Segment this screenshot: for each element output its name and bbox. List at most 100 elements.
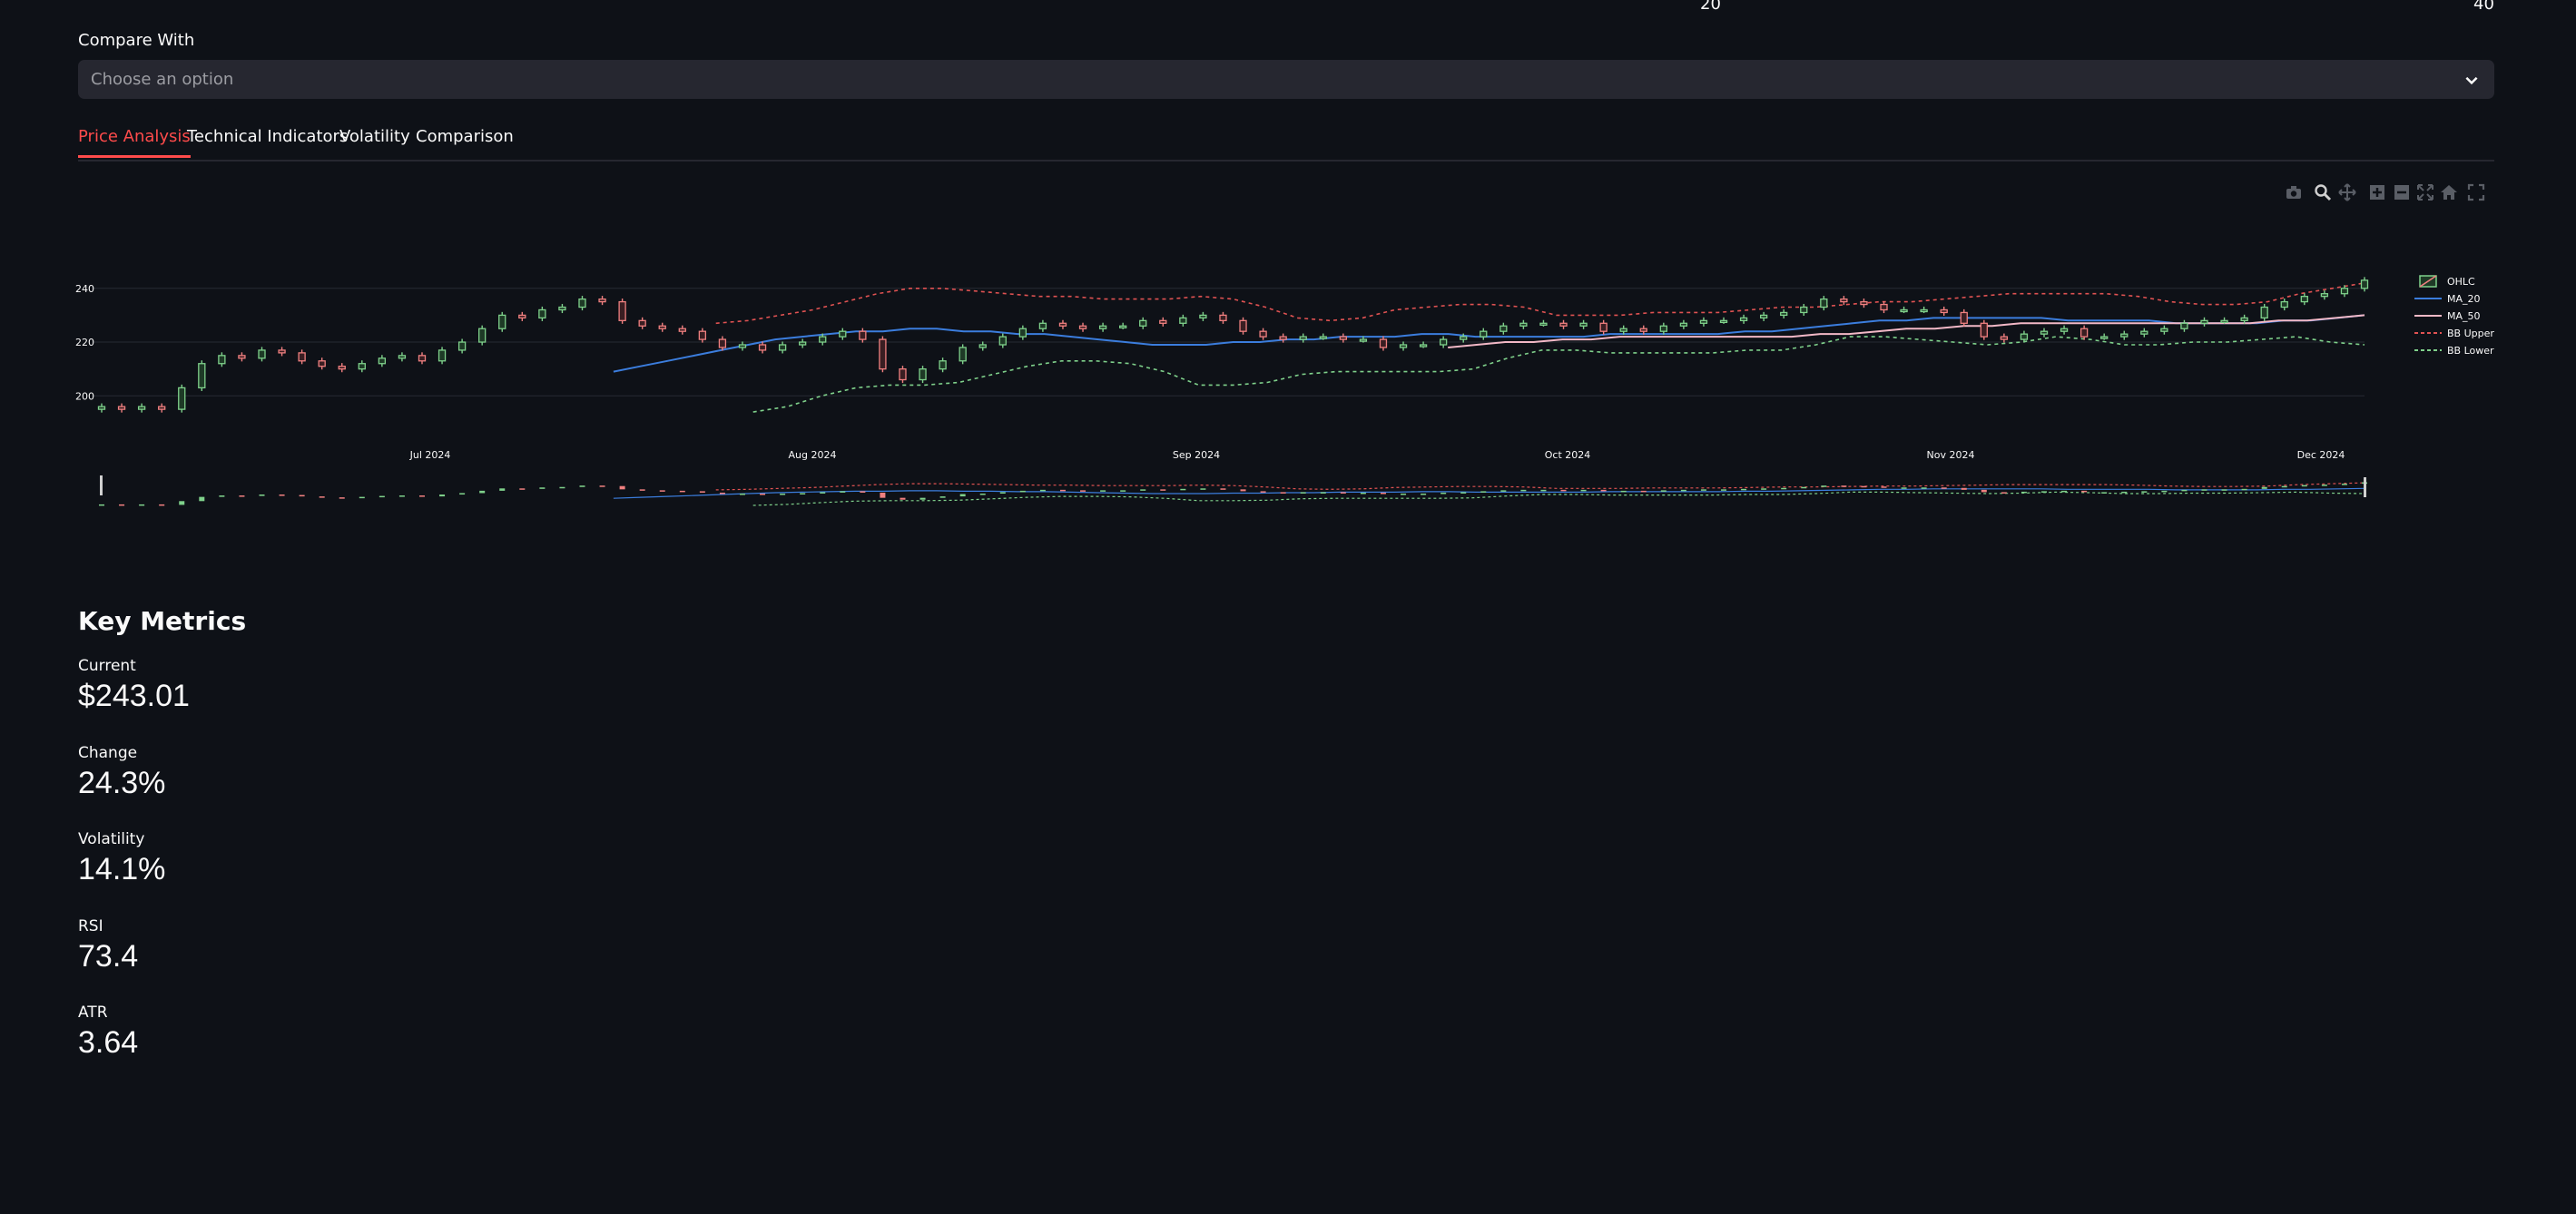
tab-technical-indicators[interactable]: Technical Indicators: [187, 127, 349, 146]
candle-body: [1980, 322, 1988, 338]
candle-body: [2280, 300, 2288, 308]
price-chart[interactable]: 200 220 240 Jul 2024 Aug 2024 Sep 2024 Oct 202…: [0, 218, 2576, 526]
candle-body: [218, 355, 226, 365]
candle-body: [1259, 330, 1267, 338]
zoom-in-icon[interactable]: [2368, 183, 2386, 201]
slider-candle: [2321, 485, 2327, 486]
candle-body: [1379, 338, 1388, 348]
candle-body: [298, 352, 306, 362]
slider-candle: [2301, 485, 2307, 487]
tab-comparison[interactable]: Comparison: [416, 127, 514, 146]
slider-candle: [1019, 490, 1026, 493]
slider-candle: [1240, 489, 1246, 492]
slider-candle: [1660, 490, 1667, 492]
pan-icon[interactable]: [2338, 183, 2356, 201]
candle-body: [678, 328, 686, 332]
legend-swatch-ohlc-diagonal: [2419, 275, 2437, 288]
candle-body: [1719, 319, 1728, 323]
slider-candle: [359, 496, 365, 499]
candle-body: [2300, 296, 2308, 303]
slider-candle: [1961, 487, 1967, 490]
candle-body: [1419, 344, 1428, 348]
candle-body: [238, 355, 246, 359]
candle-body: [418, 355, 427, 362]
candle-body: [1038, 322, 1047, 329]
slider-candle: [1881, 486, 1887, 488]
legend-label: BB Lower: [2447, 345, 2494, 357]
candle-body: [1239, 319, 1247, 332]
slider-candle: [1841, 485, 1847, 487]
slider-candle: [1180, 488, 1186, 491]
range-slider[interactable]: [99, 475, 2367, 506]
candle-body: [538, 308, 546, 319]
candle-body: [578, 298, 586, 308]
tab-bar: Price Analysis Technical Indicators Vola…: [78, 127, 2494, 162]
camera-icon[interactable]: [2285, 183, 2303, 201]
candle-body: [1920, 308, 1928, 313]
candle-body: [2040, 330, 2049, 335]
candle-body: [1800, 306, 1808, 314]
compare-select-placeholder: Choose an option: [91, 70, 234, 89]
slider-candle: [199, 496, 205, 502]
slider-candle: [339, 497, 345, 499]
zoom-out-icon[interactable]: [2393, 183, 2411, 201]
slider-candle: [619, 485, 625, 490]
slider-candle: [559, 486, 565, 489]
candle-body: [2060, 328, 2069, 332]
bollinger-bands: [715, 282, 2365, 413]
fullscreen-icon[interactable]: [2467, 183, 2485, 201]
candle-body: [698, 330, 707, 340]
tab-price-analysis[interactable]: Price Analysis: [78, 127, 191, 158]
chart-modebar: [0, 183, 2576, 203]
slider-candle: [579, 485, 585, 487]
slider-candle: [1140, 489, 1146, 491]
slider-candle: [1640, 490, 1647, 493]
slider-candle: [1620, 490, 1627, 493]
metric-current: Current $243.01: [78, 657, 190, 714]
slider-candle: [639, 489, 645, 491]
slider-bb-lower: [752, 491, 2365, 506]
candle-body: [457, 341, 467, 351]
slider-candle: [319, 496, 325, 498]
candle-body: [978, 344, 987, 348]
candle-body: [2320, 293, 2329, 298]
legend-label: BB Upper: [2447, 328, 2494, 339]
slider-candle: [418, 495, 425, 497]
slider-candle: [800, 493, 806, 494]
legend-label: OHLC: [2447, 276, 2475, 288]
compare-with-label: Compare With: [78, 31, 195, 50]
slider-candle: [659, 490, 665, 492]
candle-body: [1139, 319, 1147, 327]
candle-body: [618, 300, 626, 321]
slider-candle: [1100, 490, 1106, 492]
candle-body: [558, 306, 566, 311]
slider-candle: [1600, 489, 1607, 492]
autoscale-icon[interactable]: [2416, 183, 2434, 201]
chevron-down-icon: [2465, 76, 2478, 85]
slider-candle: [939, 496, 946, 498]
slider-candle: [1540, 489, 1547, 492]
y-tick-label: 240: [75, 283, 94, 295]
slider-candle: [1821, 485, 1827, 487]
slider-ma20: [613, 487, 2365, 499]
slider-candle: [398, 495, 405, 497]
candle-body: [1579, 322, 1588, 327]
candle-body: [718, 338, 727, 348]
slider-candle: [2141, 491, 2148, 493]
slider-candle: [2001, 492, 2007, 494]
reset-axes-icon[interactable]: [2440, 183, 2458, 201]
zoom-icon[interactable]: [2314, 183, 2332, 201]
compare-select[interactable]: Choose an option: [78, 60, 2494, 99]
slider-candle: [259, 494, 265, 496]
candle-body: [758, 344, 767, 351]
slider-candle: [1460, 492, 1467, 494]
bb-upper-line: [715, 282, 2365, 325]
slider-handle-left: [100, 475, 103, 495]
slider-candle: [1520, 489, 1527, 492]
tab-volatility[interactable]: Volatility: [339, 127, 410, 146]
bb-lower-line: [752, 336, 2365, 413]
candle-body: [1078, 325, 1087, 329]
candle-body: [658, 325, 666, 329]
candle-body: [1940, 308, 1948, 314]
slider-candle: [1500, 490, 1507, 492]
